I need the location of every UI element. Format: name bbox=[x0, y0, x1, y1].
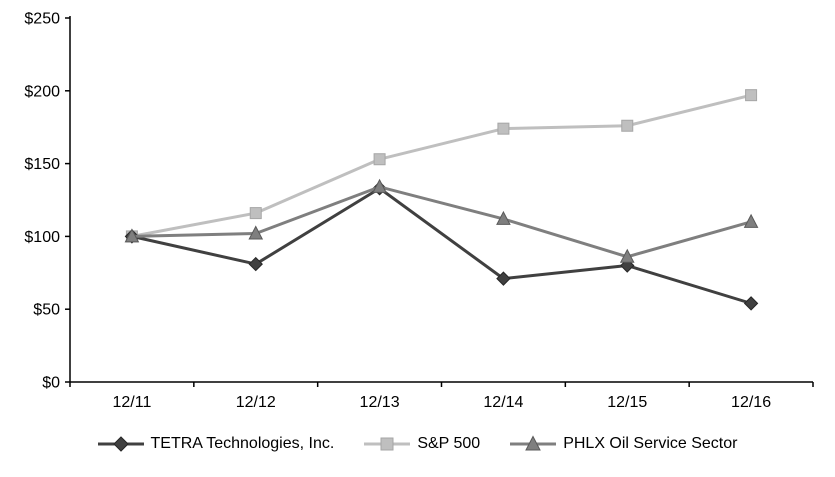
x-tick-label: 12/12 bbox=[236, 394, 276, 411]
x-tick-label: 12/15 bbox=[607, 394, 647, 411]
series-marker-1 bbox=[249, 207, 262, 220]
x-tick-label: 12/14 bbox=[483, 394, 523, 411]
series-line-0 bbox=[130, 186, 753, 305]
series-marker-1 bbox=[373, 153, 386, 166]
legend-sample-phlx-triangle-icon bbox=[510, 435, 557, 451]
y-tick-label: $50 bbox=[33, 302, 60, 319]
series-marker-1 bbox=[745, 89, 758, 102]
series-marker-0 bbox=[496, 271, 511, 286]
legend-sample-tetra-diamond-icon bbox=[97, 436, 144, 452]
series-marker-0 bbox=[248, 256, 263, 272]
chart-plot-area: $0 $50 $100 $150 $200 $250 12/11 12/12 12/13 12/1… bbox=[24, 11, 814, 411]
legend-item-sp500: S&P 500 bbox=[364, 435, 480, 453]
legend-label-sp500: S&P 500 bbox=[417, 435, 481, 452]
y-tick-label: $0 bbox=[42, 375, 60, 392]
x-tick-label: 12/16 bbox=[731, 394, 771, 411]
legend-sample-sp500-square-icon bbox=[364, 437, 411, 451]
x-tick-label: 12/11 bbox=[112, 394, 151, 411]
x-tick-label: 12/13 bbox=[360, 394, 400, 411]
chart-legend: TETRA Technologies, Inc. S&P 500 PHLX Oi… bbox=[0, 435, 835, 453]
series-marker-1 bbox=[497, 122, 510, 135]
series-marker-2 bbox=[372, 178, 387, 193]
legend-item-phlx: PHLX Oil Service Sector bbox=[510, 435, 737, 453]
y-tick-label: $250 bbox=[24, 11, 60, 28]
y-tick-label: $150 bbox=[24, 156, 60, 173]
legend-label-phlx: PHLX Oil Service Sector bbox=[563, 435, 738, 452]
legend-label-tetra: TETRA Technologies, Inc. bbox=[150, 435, 335, 452]
y-tick-label: $200 bbox=[24, 83, 60, 100]
series-marker-2 bbox=[619, 248, 635, 263]
y-tick-label: $100 bbox=[24, 229, 60, 246]
series-marker-2 bbox=[124, 228, 140, 243]
legend-marker-0 bbox=[112, 436, 129, 452]
legend-marker-2 bbox=[525, 435, 542, 451]
series-marker-1 bbox=[621, 119, 634, 132]
series-marker-2 bbox=[743, 213, 759, 228]
series-marker-0 bbox=[743, 296, 759, 311]
series-marker-2 bbox=[496, 210, 511, 225]
series-marker-2 bbox=[248, 225, 264, 240]
series-line-2 bbox=[130, 185, 753, 259]
series-line-1 bbox=[130, 93, 753, 238]
legend-item-tetra: TETRA Technologies, Inc. bbox=[97, 435, 335, 453]
legend-marker-1 bbox=[380, 437, 394, 451]
